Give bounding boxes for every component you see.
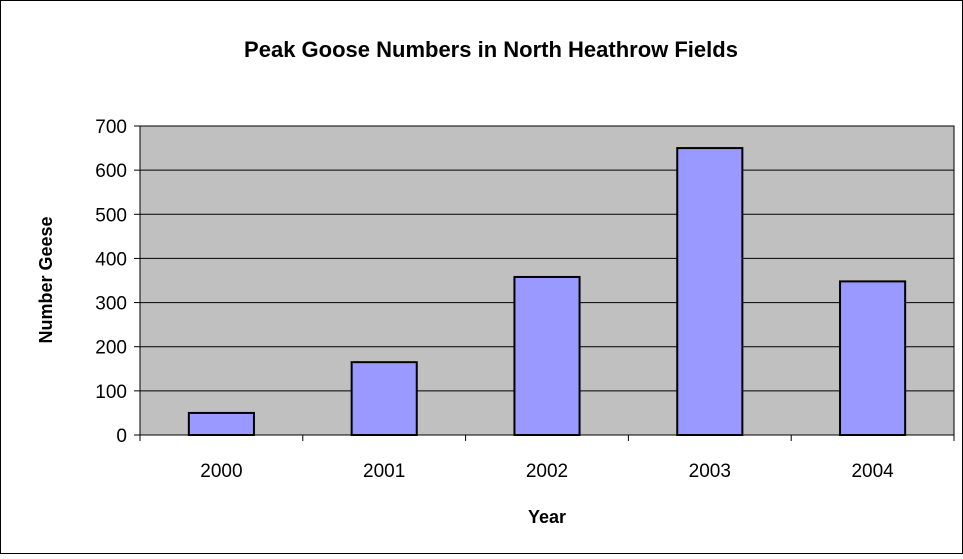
bar-2000 (187, 411, 255, 436)
bar-2003 (676, 147, 744, 436)
x-tick-labels: 2000 2001 2002 2003 2004 (200, 461, 894, 482)
x-tick-label: 2001 (363, 461, 405, 482)
x-tick-label: 2002 (526, 461, 568, 482)
bar-2002 (513, 275, 581, 436)
y-tick-label: 700 (95, 117, 127, 138)
y-tick-label: 400 (95, 249, 127, 270)
chart-title: Peak Goose Numbers in North Heathrow Fie… (244, 37, 738, 62)
y-axis-label: Number Geese (36, 216, 56, 343)
bar-2001 (350, 361, 418, 436)
x-tick-label: 2004 (851, 461, 894, 482)
y-tick-label: 0 (116, 426, 127, 447)
axes (134, 125, 955, 441)
y-tick-label: 300 (95, 294, 127, 315)
bar-2004 (839, 280, 907, 436)
y-tick-label: 600 (95, 161, 127, 182)
x-tick-label: 2003 (689, 461, 731, 482)
y-tick-labels: 0 100 200 300 400 500 600 700 (95, 117, 127, 447)
x-axis-label: Year (528, 507, 566, 527)
x-tick-label: 2000 (200, 461, 242, 482)
y-tick-label: 200 (95, 338, 127, 359)
y-tick-label: 100 (95, 382, 127, 403)
y-tick-label: 500 (95, 205, 127, 226)
